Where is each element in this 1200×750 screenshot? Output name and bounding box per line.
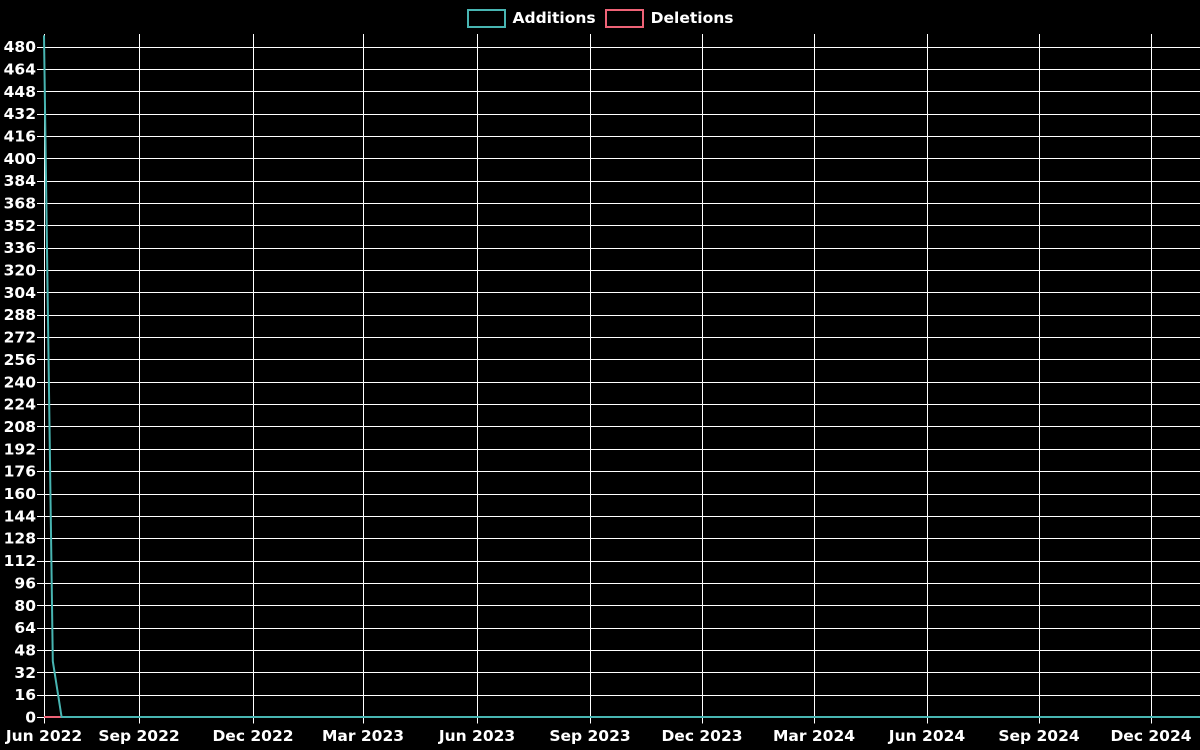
y-tick-label: 96: [14, 574, 36, 592]
y-tick-label: 64: [14, 619, 36, 637]
legend-item-additions[interactable]: Additions: [466, 8, 596, 28]
y-tick-label: 32: [14, 664, 36, 682]
x-tick-label: Dec 2022: [212, 727, 293, 745]
y-tick-label: 144: [4, 507, 37, 525]
y-tick-label: 128: [4, 530, 36, 548]
y-tick-label: 448: [4, 83, 36, 101]
additions-line: [43, 35, 1200, 718]
legend-label-additions: Additions: [512, 9, 596, 27]
y-tick-label: 256: [4, 351, 36, 369]
deletions-swatch: [604, 8, 644, 28]
x-tick-label: Dec 2024: [1110, 727, 1191, 745]
y-tick-label: 464: [4, 60, 37, 78]
legend: Additions Deletions: [0, 8, 1200, 28]
x-tick-label: Dec 2023: [661, 727, 742, 745]
y-tick-label: 480: [4, 38, 37, 56]
y-tick-label: 48: [14, 641, 36, 659]
y-tick-label: 240: [4, 373, 37, 391]
y-tick-label: 16: [14, 686, 36, 704]
x-tick-label: Jun 2023: [438, 727, 515, 745]
x-tick-label: Jun 2024: [888, 727, 966, 745]
x-tick-label: Sep 2023: [549, 727, 630, 745]
y-tick-label: 176: [4, 463, 36, 481]
x-tick-label: Sep 2022: [98, 727, 179, 745]
y-tick-label: 304: [4, 284, 37, 302]
y-tick-label: 80: [14, 597, 36, 615]
y-tick-label: 224: [4, 396, 37, 414]
y-tick-label: 368: [4, 195, 36, 213]
y-tick-label: 192: [4, 440, 36, 458]
x-tick-label: Sep 2024: [998, 727, 1080, 745]
y-tick-label: 400: [4, 150, 37, 168]
y-tick-label: 272: [4, 329, 36, 347]
additions-swatch: [466, 8, 506, 28]
y-tick-label: 384: [4, 172, 37, 190]
y-tick-label: 336: [4, 239, 36, 257]
x-tick-label: Mar 2023: [322, 727, 404, 745]
legend-label-deletions: Deletions: [650, 9, 734, 27]
y-tick-label: 160: [4, 485, 37, 503]
legend-item-deletions[interactable]: Deletions: [604, 8, 734, 28]
y-tick-label: 416: [4, 127, 36, 145]
x-tick-label: Jun 2022: [5, 727, 82, 745]
y-tick-label: 0: [25, 709, 36, 727]
y-tick-label: 112: [4, 552, 36, 570]
y-tick-label: 320: [4, 262, 37, 280]
y-tick-label: 432: [4, 105, 36, 123]
x-tick-label: Mar 2024: [773, 727, 855, 745]
y-tick-label: 208: [4, 418, 36, 436]
y-tick-label: 288: [4, 306, 36, 324]
y-tick-label: 352: [4, 217, 36, 235]
